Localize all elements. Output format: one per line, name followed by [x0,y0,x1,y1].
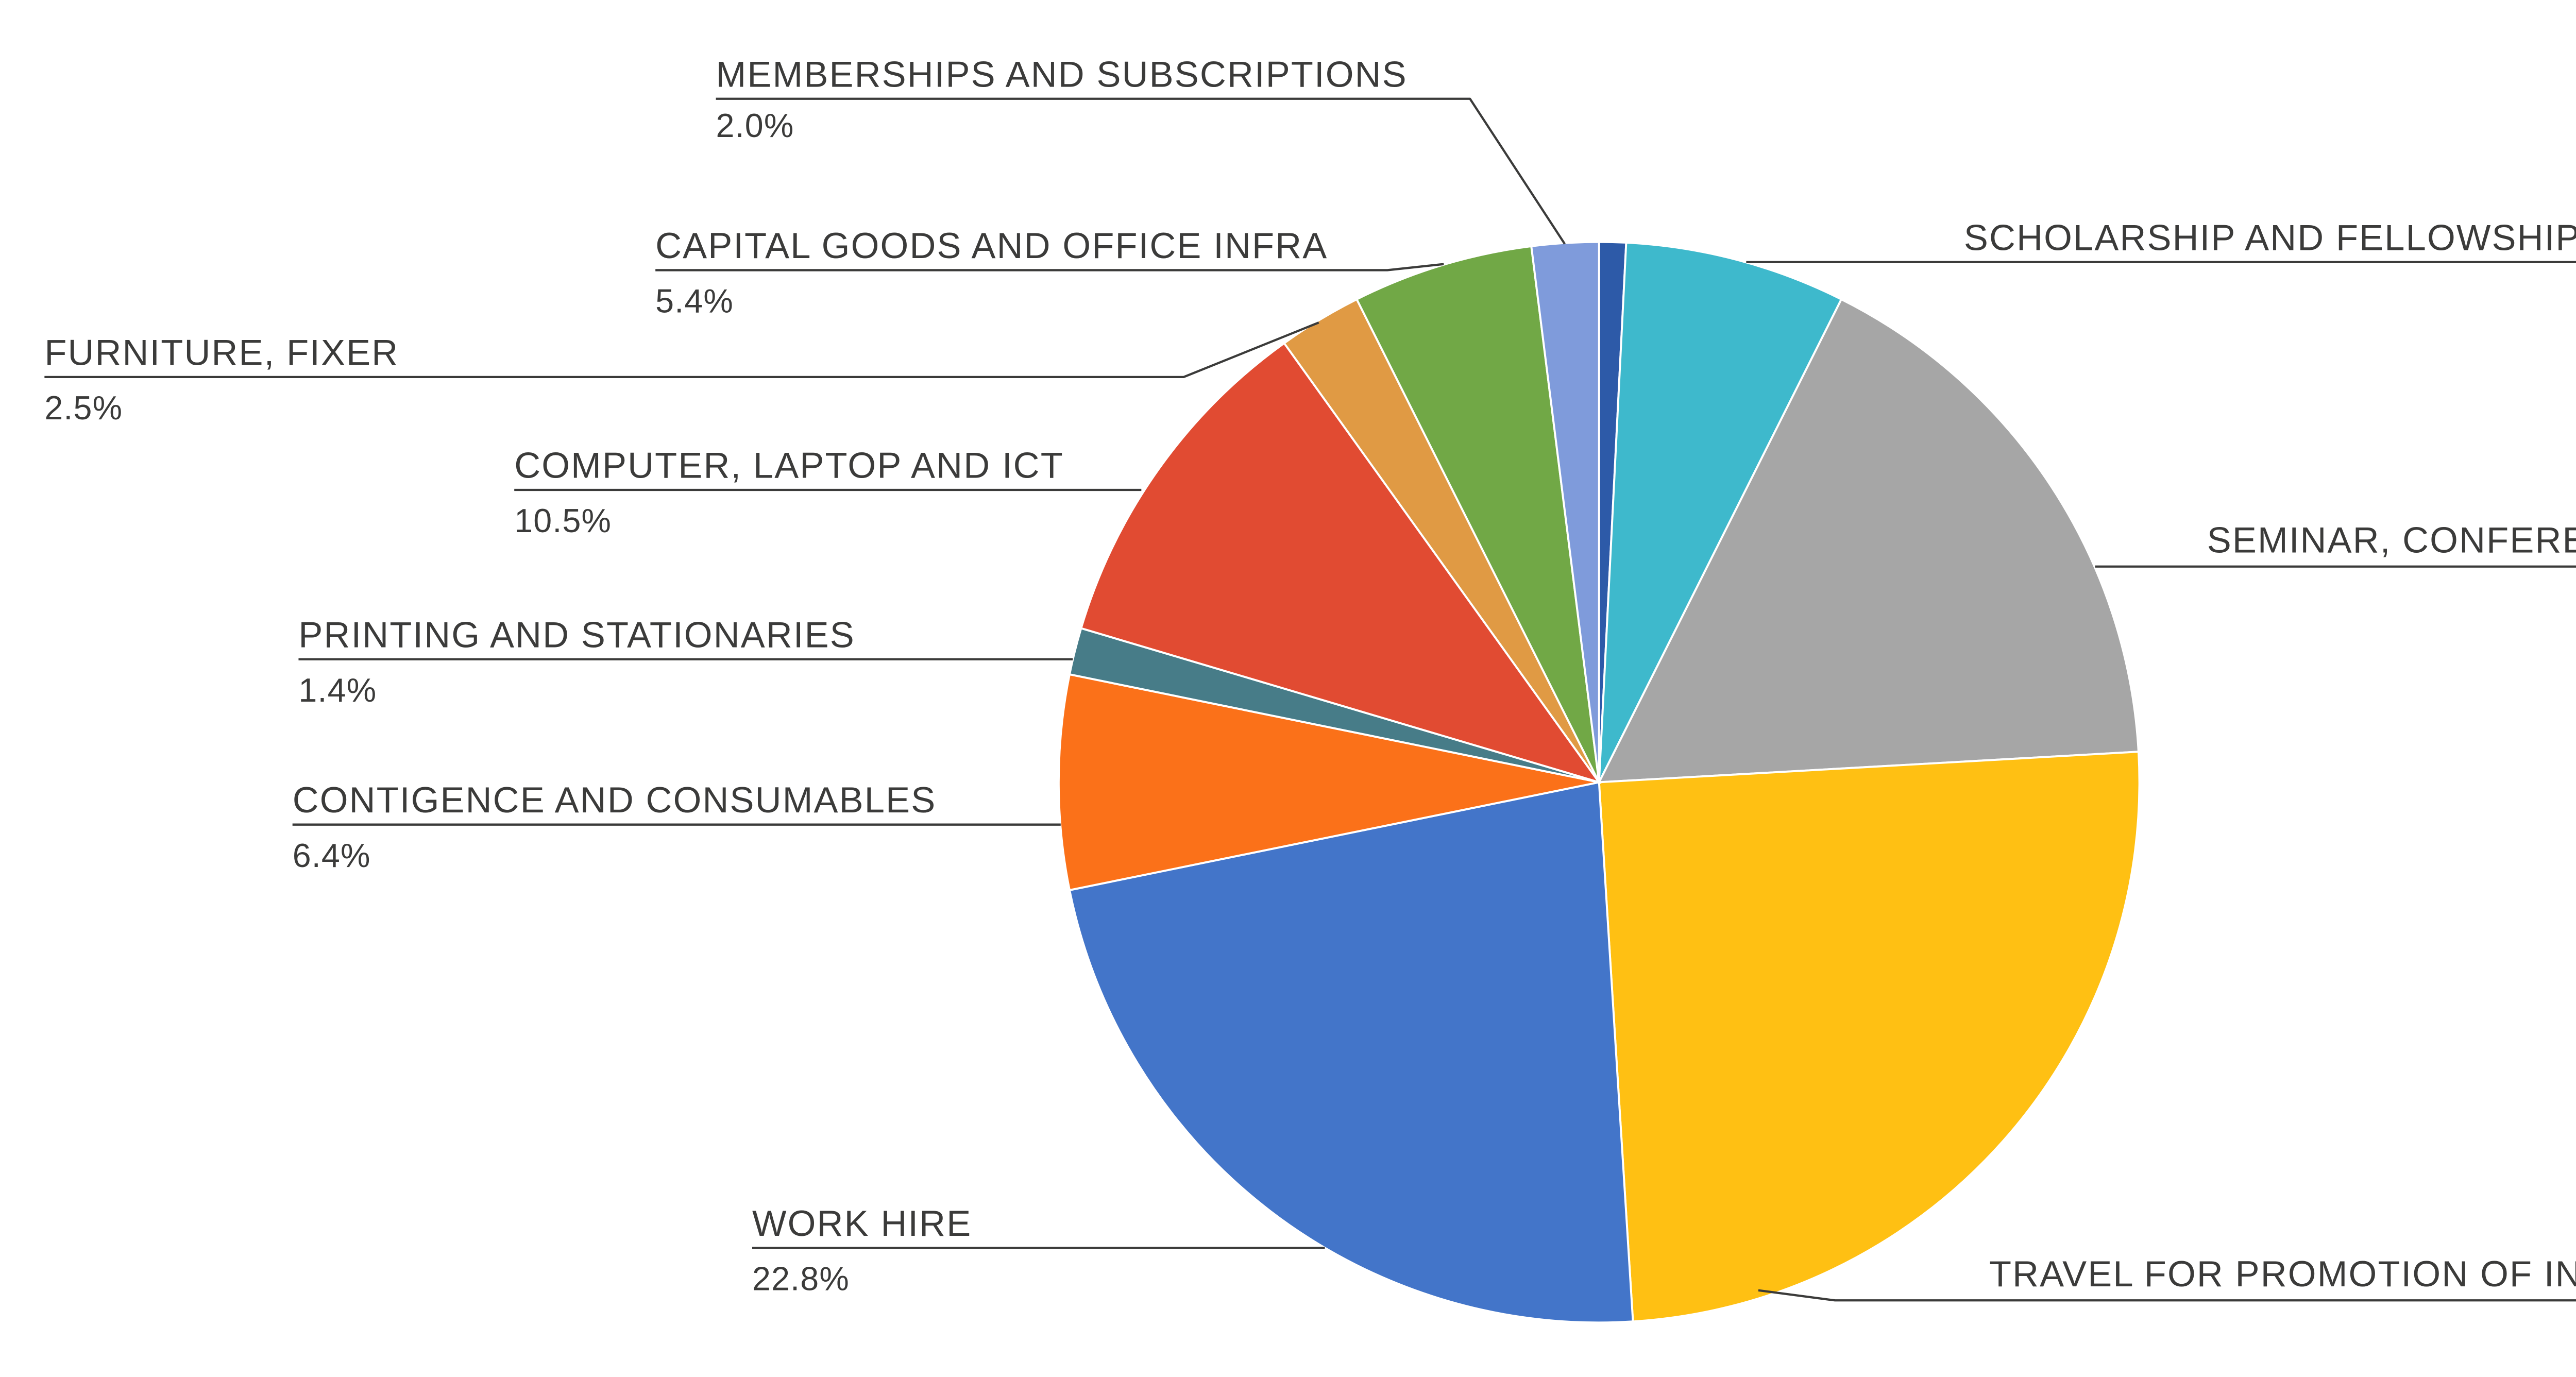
pie-slice-computer [1079,342,1602,784]
slice-label-memberships: MEMBERSHIPS AND SUBSCRIPTIONS [716,54,1408,94]
pie-slice-seminar [1597,298,2140,784]
leader-line-memberships [716,97,1566,245]
callout-contigence: CONTIGENCE AND CONSUMABLES 6.4% [293,779,1061,874]
pie-slices [1057,241,2141,1324]
callout-memberships: MEMBERSHIPS AND SUBSCRIPTIONS 2.0% [716,54,1566,245]
slice-label-contigence: CONTIGENCE AND CONSUMABLES [293,779,937,820]
slice-label-printing: PRINTING AND STATIONARIES [298,614,855,655]
callout-capital-goods: CAPITAL GOODS AND OFFICE INFRA 5.4% [655,225,1444,320]
slice-percent-contigence: 6.4% [293,837,371,874]
callout-scholarship: SCHOLARSHIP AND FELLOWSHIP, AWARDS, REWA… [1746,217,2576,263]
callout-seminar: SEMINAR, CONFERENCE, EVENTS AND DELE... … [2095,519,2576,568]
callout-furniture: FURNITURE, FIXER 2.5% [44,321,1319,427]
slice-label-travel: TRAVEL FOR PROMOTION OF INTERNATIONAL RE… [1989,1253,2576,1294]
slice-label-capital-goods: CAPITAL GOODS AND OFFICE INFRA [655,225,1328,266]
pie-slice-scholarship [1598,241,1843,783]
slice-percent-furniture: 2.5% [44,389,123,427]
callout-work-hire: WORK HIRE 22.8% [752,1203,1325,1298]
leader-line-furniture [44,321,1319,378]
pie-slice-contigence [1057,673,1600,892]
slice-percent-memberships: 2.0% [716,107,794,144]
slice-label-seminar: SEMINAR, CONFERENCE, EVENTS AND DELE... [2207,519,2576,560]
slice-label-scholarship: SCHOLARSHIP AND FELLOWSHIP, AWARDS, REWA… [1964,217,2576,258]
slice-percent-printing: 1.4% [298,672,377,709]
leader-line-travel [1758,1289,2576,1302]
pie-slice-travel [1598,751,2141,1323]
slice-label-furniture: FURNITURE, FIXER [44,332,399,372]
slice-percent-work-hire: 22.8% [752,1261,850,1298]
callout-printing: PRINTING AND STATIONARIES 1.4% [298,614,1073,709]
slice-label-work-hire: WORK HIRE [752,1203,972,1244]
pie-slice-work-hire [1068,781,1634,1324]
slice-percent-capital-goods: 5.4% [655,283,734,320]
callout-computer: COMPUTER, LAPTOP AND ICT 10.5% [514,445,1142,539]
leader-line-capital-goods [655,263,1444,271]
callout-travel: TRAVEL FOR PROMOTION OF INTERNATIONAL RE… [1758,1253,2576,1302]
slice-label-computer: COMPUTER, LAPTOP AND ICT [514,445,1064,486]
slice-percent-computer: 10.5% [514,502,612,539]
